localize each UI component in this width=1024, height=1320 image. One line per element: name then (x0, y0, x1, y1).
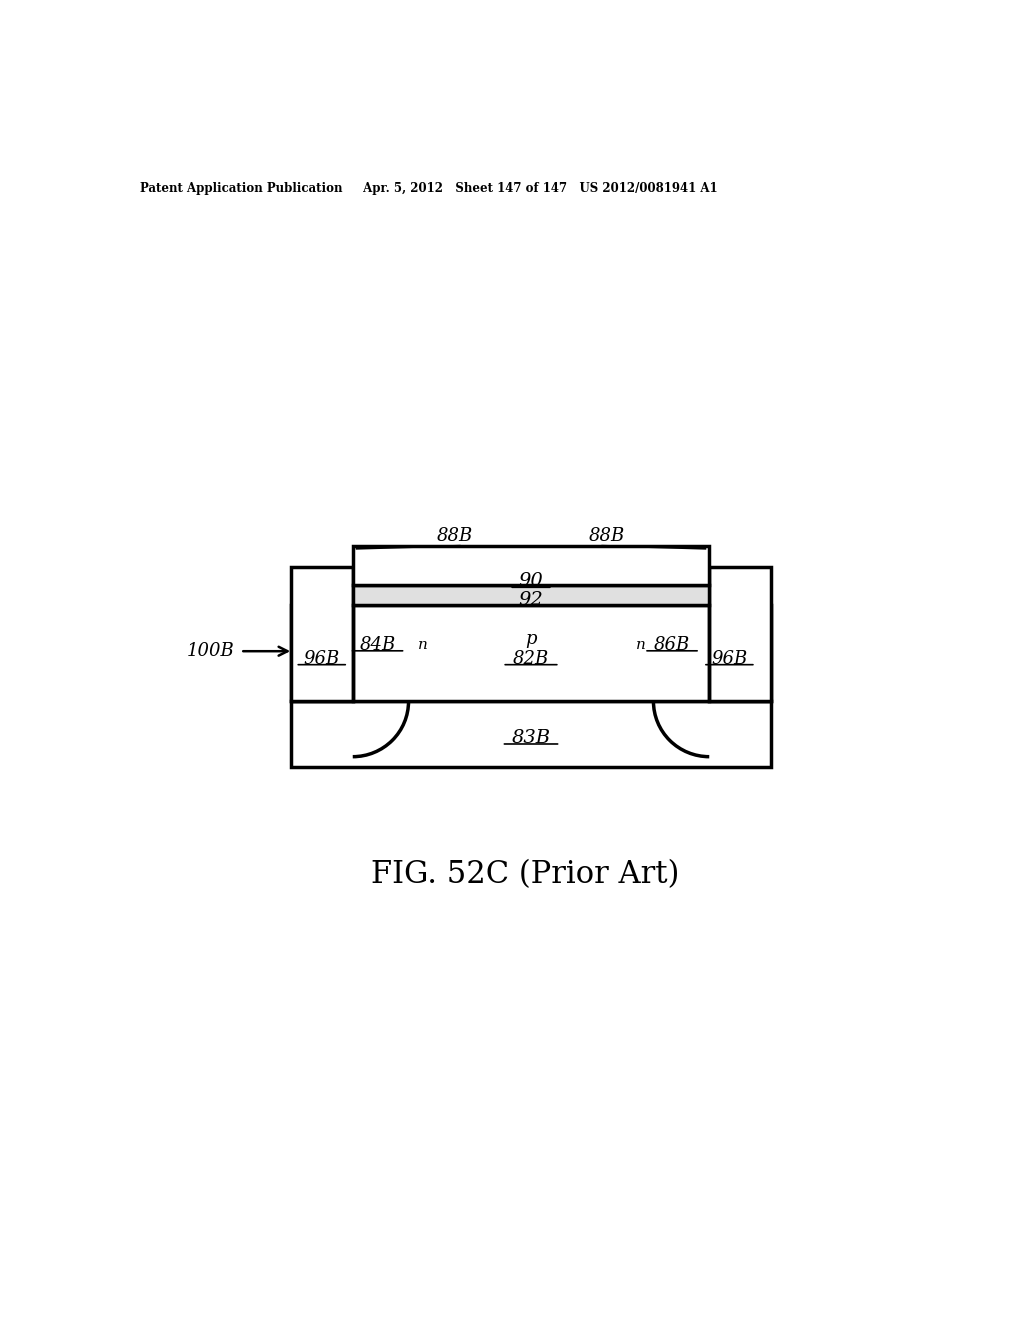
Bar (352, 585, 710, 605)
Text: 96B: 96B (304, 649, 340, 668)
Bar (352, 546, 710, 585)
Text: 84B: 84B (359, 636, 395, 653)
Text: n: n (418, 638, 428, 652)
Text: 92: 92 (518, 590, 544, 609)
Bar (291, 701, 771, 767)
Bar (291, 566, 352, 701)
Text: n: n (636, 638, 646, 652)
Text: Patent Application Publication     Apr. 5, 2012   Sheet 147 of 147   US 2012/008: Patent Application Publication Apr. 5, 2… (139, 182, 717, 194)
Text: 88B: 88B (437, 527, 473, 545)
Text: FIG. 52C (Prior Art): FIG. 52C (Prior Art) (371, 859, 679, 890)
Bar (291, 605, 771, 701)
Text: 100B: 100B (187, 643, 234, 660)
Text: 90: 90 (518, 572, 544, 590)
Text: 82B: 82B (513, 649, 549, 668)
Text: p: p (525, 630, 537, 648)
Text: 96B: 96B (712, 649, 748, 668)
Text: 83B: 83B (511, 729, 551, 747)
Text: 88B: 88B (589, 527, 625, 545)
Text: 86B: 86B (654, 636, 690, 653)
Bar (710, 566, 771, 701)
